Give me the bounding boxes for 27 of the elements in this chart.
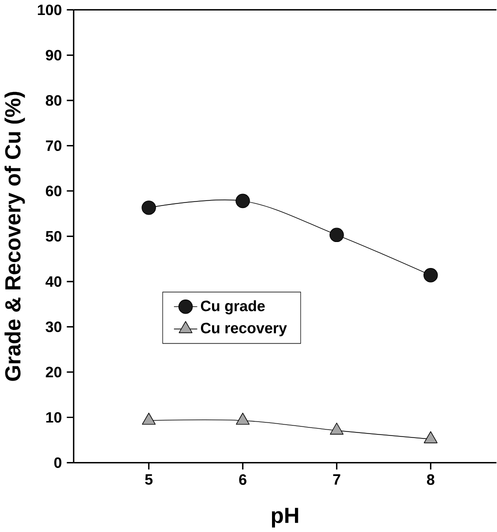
point xyxy=(142,412,156,425)
x-tick-label: 5 xyxy=(145,474,152,485)
y-tick-label: 60 xyxy=(46,186,62,196)
y-tick-label: 10 xyxy=(46,412,62,423)
point xyxy=(330,228,344,242)
point xyxy=(142,200,156,215)
y-tick-label: 90 xyxy=(46,50,62,60)
point xyxy=(236,194,250,208)
y-axis-title: Grade & Recovery of Cu (%) xyxy=(4,92,25,381)
y-tick-label: 40 xyxy=(46,276,62,287)
y-tick-label: 50 xyxy=(46,230,62,242)
y-tick-label: 80 xyxy=(46,95,62,106)
point xyxy=(423,268,438,282)
point xyxy=(236,412,250,425)
point xyxy=(330,422,344,435)
legend-label: Cu recovery xyxy=(200,322,287,336)
x-tick-label: 7 xyxy=(333,474,340,485)
y-tick-label: 100 xyxy=(38,4,62,16)
x-axis-title: pH xyxy=(272,508,298,528)
y-tick-label: 20 xyxy=(46,366,62,378)
point xyxy=(424,431,438,444)
legend-label: Cu grade xyxy=(200,300,265,314)
y-tick-label: 30 xyxy=(46,322,62,332)
y-tick-label: 70 xyxy=(46,140,62,152)
x-tick-label: 8 xyxy=(426,474,434,485)
x-tick-label: 6 xyxy=(239,474,246,485)
y-tick-label: 0 xyxy=(54,457,62,468)
